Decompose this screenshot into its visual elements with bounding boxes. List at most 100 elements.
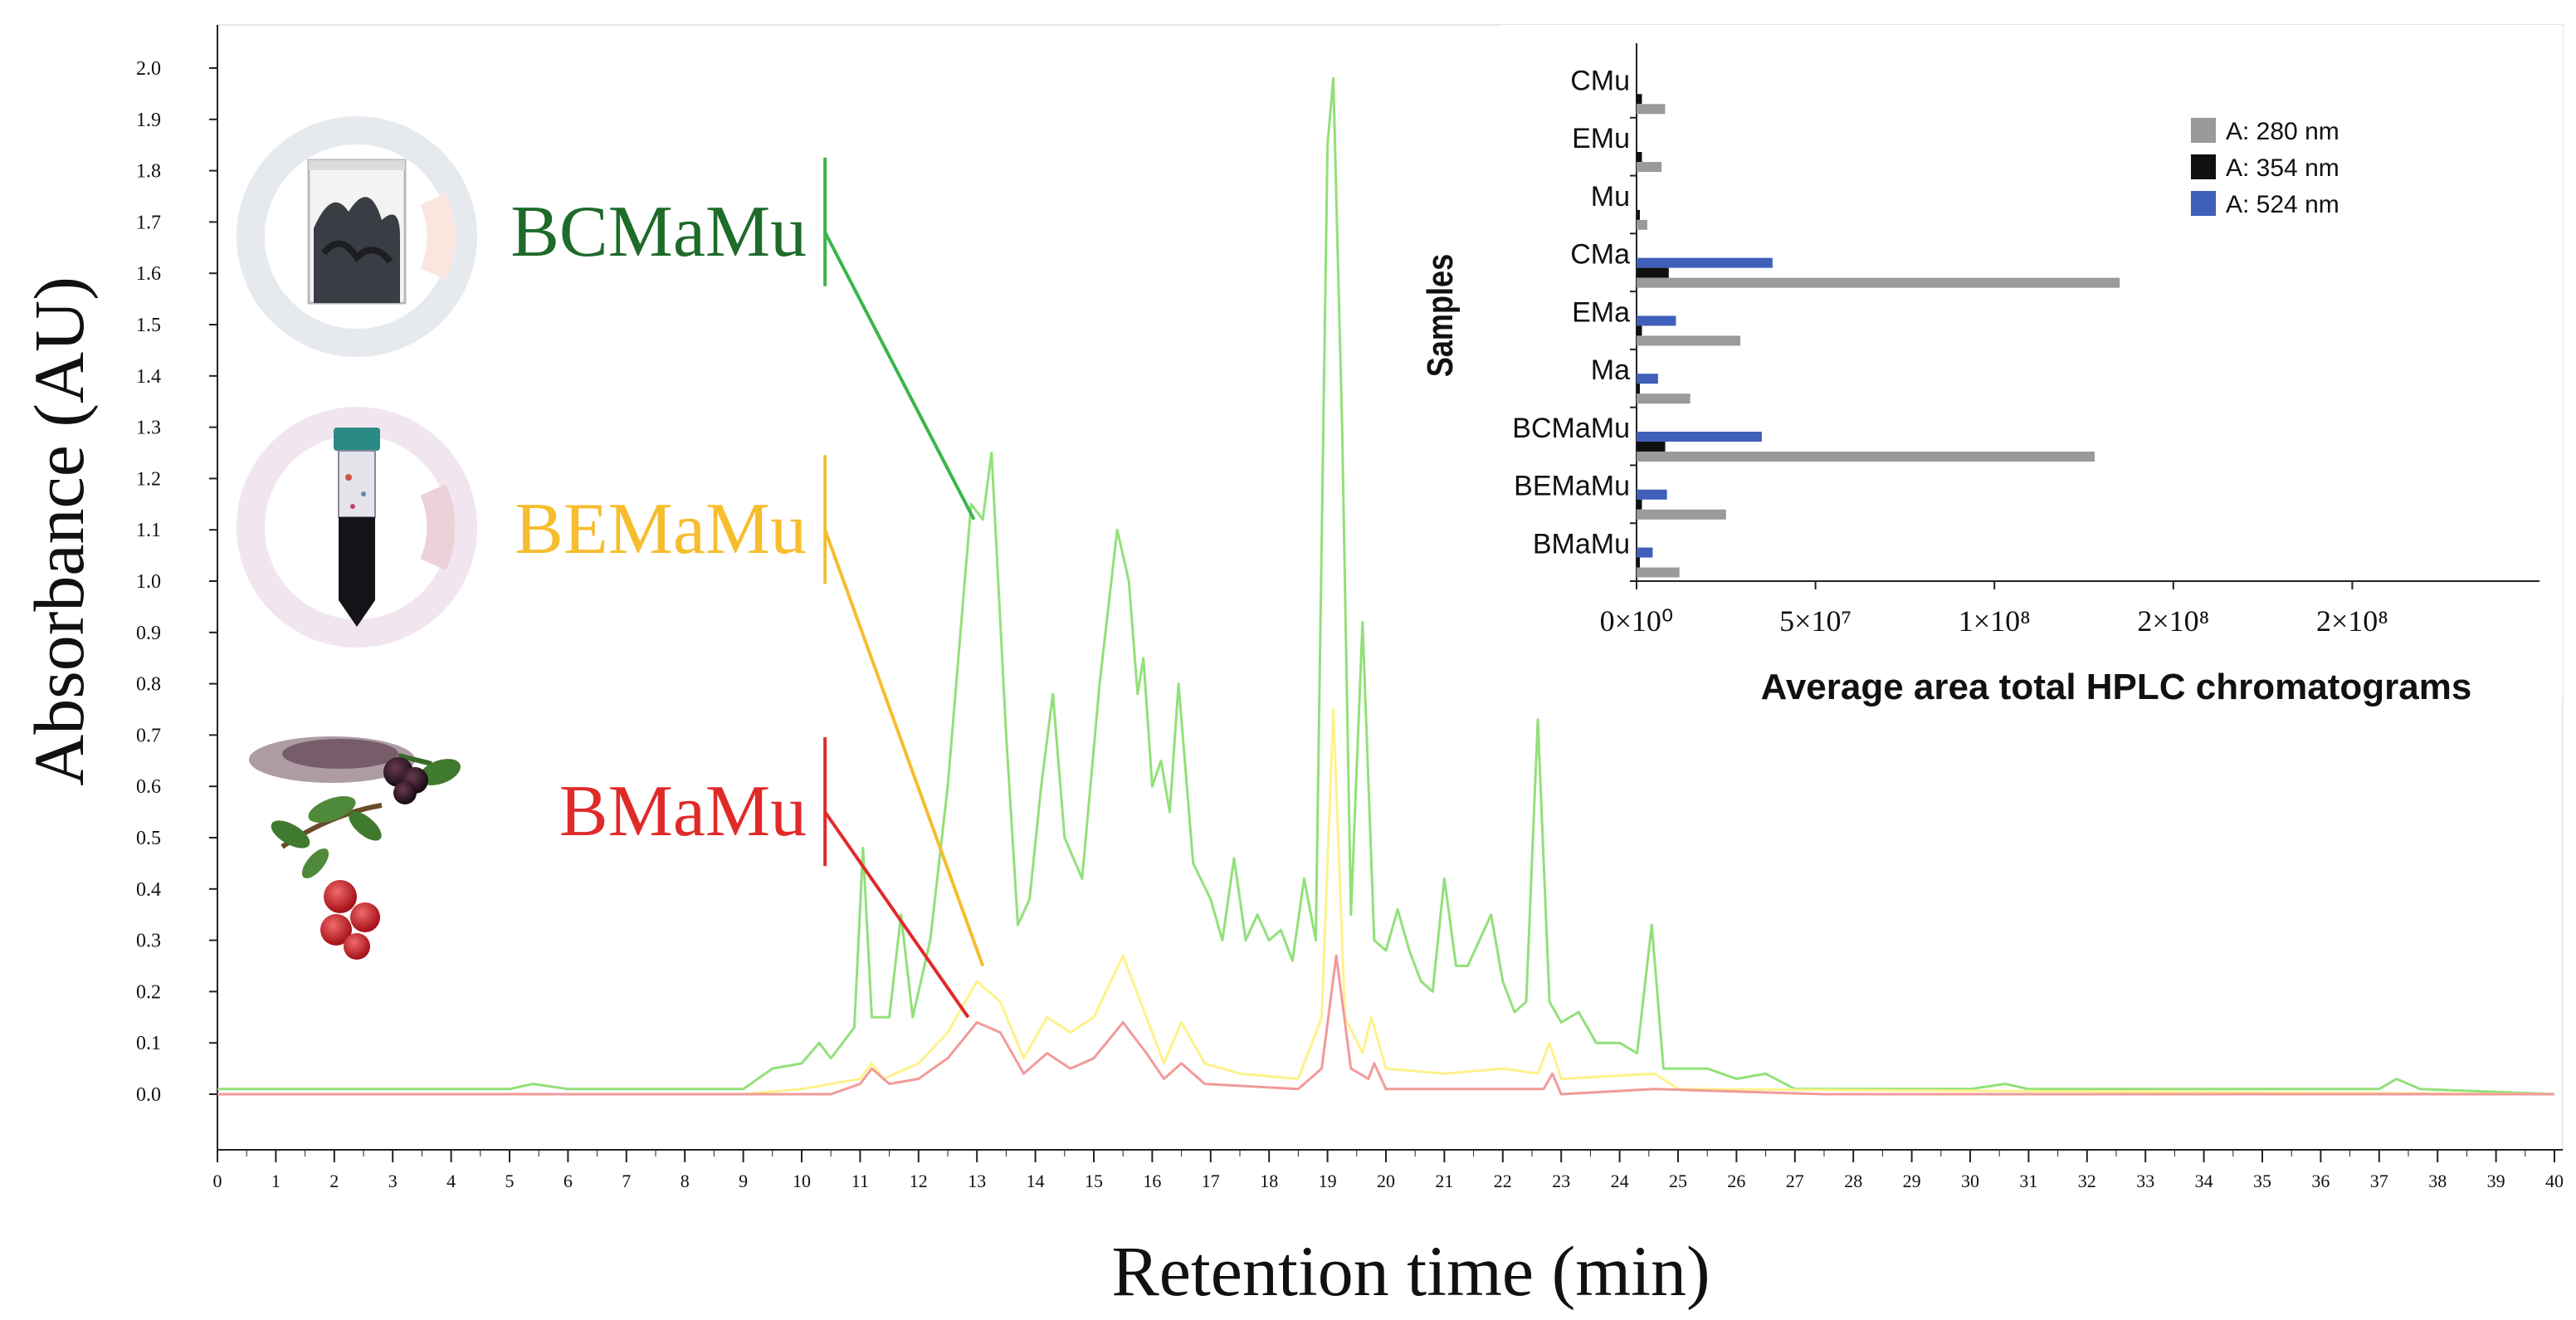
x-tick-label: 11 — [851, 1171, 869, 1191]
x-tick-label: 30 — [1961, 1171, 1979, 1191]
main-y-ticks: 0.0 0.1 0.2 0.3 0.4 0.5 0.6 0.7 0.8 0.9 1.0 1.1 1.2 1… — [136, 58, 217, 1106]
inset-category-label: Mu — [1591, 181, 1630, 213]
x-tick-label: 20 — [1377, 1171, 1395, 1191]
y-tick-label: 1.0 — [136, 571, 161, 593]
y-axis-label: Absorbance (AU) — [19, 276, 99, 786]
y-tick-label: 0.5 — [136, 828, 161, 849]
inset-bar — [1637, 94, 1642, 105]
main-x-ticks: 0 1 2 3 4 5 6 7 8 9 10 11 12 13 14 15 16 17 18 19 20 21 22 23 24… — [213, 1150, 2564, 1191]
legend-swatch — [2191, 118, 2216, 143]
inset-legend: A: 280 nm A: 354 nm A: 524 nm — [2191, 118, 2339, 218]
inset-category-label: EMu — [1572, 123, 1630, 154]
x-tick-label: 36 — [2311, 1171, 2330, 1191]
inset-x-ticks: 0×10⁰ 5×10⁷ 1×10⁸ 2×10⁸ 2×10⁸ — [1600, 581, 2388, 638]
x-tick-label: 32 — [2078, 1171, 2096, 1191]
inset-x-tick-label: 2×10⁸ — [2316, 604, 2388, 638]
x-tick-label: 14 — [1027, 1171, 1045, 1191]
series-label-bcmamu: BCMaMu — [510, 192, 807, 272]
inset-bar — [1637, 567, 1680, 578]
series-line-bmamu — [217, 954, 2554, 1096]
legend-swatch — [2191, 154, 2216, 179]
y-tick-label: 1.9 — [136, 110, 161, 131]
inset-bar — [1637, 557, 1640, 568]
x-tick-label: 29 — [1903, 1171, 1921, 1191]
berries-icon — [249, 736, 461, 960]
inset-x-tick-label: 1×10⁸ — [1959, 604, 2031, 638]
beaker-icon — [237, 116, 477, 357]
y-tick-label: 1.6 — [136, 263, 161, 285]
inset-category-label: EMa — [1572, 296, 1630, 328]
inset-bar — [1637, 499, 1642, 510]
inset-x-tick-label: 5×10⁷ — [1779, 604, 1852, 638]
y-tick-label: 0.4 — [136, 879, 161, 901]
y-tick-label: 0.9 — [136, 623, 161, 644]
x-tick-label: 8 — [681, 1171, 690, 1191]
x-tick-label: 16 — [1143, 1171, 1161, 1191]
inset-bar-chart: CMu EMu Mu CMa EMa Ma BCMaMu BEMaMu BMaMu 0×10⁰ 5… — [1420, 25, 2563, 707]
inset-bar — [1637, 441, 1666, 452]
inset-bar — [1637, 547, 1653, 558]
x-tick-label: 0 — [213, 1171, 222, 1191]
series-pointer-line — [823, 529, 985, 967]
x-tick-label: 1 — [271, 1171, 281, 1191]
x-tick-label: 6 — [564, 1171, 573, 1191]
inset-bar — [1637, 257, 1773, 268]
x-tick-label: 13 — [968, 1171, 986, 1191]
series-line-bemamu — [217, 708, 2555, 1096]
y-tick-label: 0.0 — [136, 1084, 161, 1106]
series-pointer-line — [823, 231, 976, 521]
x-axis-label: Retention time (min) — [1111, 1231, 1710, 1311]
y-tick-label: 1.5 — [136, 315, 161, 336]
inset-bar — [1637, 152, 1642, 163]
x-tick-label: 33 — [2136, 1171, 2154, 1191]
inset-bar — [1637, 451, 2095, 462]
inset-x-tick-label: 0×10⁰ — [1600, 604, 1674, 638]
inset-x-axis-label: Average area total HPLC chromatograms — [1761, 667, 2472, 707]
y-tick-label: 0.3 — [136, 931, 161, 952]
series-label-bmamu: BMaMu — [559, 771, 807, 852]
inset-bar — [1637, 104, 1666, 115]
inset-category-label: BCMaMu — [1512, 413, 1630, 444]
inset-bar — [1637, 277, 2120, 288]
inset-bar — [1637, 267, 1669, 278]
chromatogram-plot: 0.0 0.1 0.2 0.3 0.4 0.5 0.6 0.7 0.8 0.9 1.0 1.1 1.2 1… — [19, 24, 2564, 1311]
inset-bar — [1637, 325, 1642, 336]
series-label-bemamu: BEMaMu — [515, 489, 807, 570]
inset-bars — [1637, 94, 2120, 578]
tube-icon — [237, 407, 477, 648]
y-tick-label: 2.0 — [136, 58, 161, 80]
x-tick-label: 28 — [1844, 1171, 1862, 1191]
x-tick-label: 22 — [1494, 1171, 1512, 1191]
y-tick-label: 1.7 — [136, 212, 161, 233]
x-tick-label: 23 — [1552, 1171, 1570, 1191]
x-tick-label: 4 — [446, 1171, 456, 1191]
inset-bar — [1637, 431, 1762, 442]
inset-category-label: CMa — [1570, 239, 1630, 271]
y-tick-label: 1.8 — [136, 161, 161, 183]
inset-bar — [1637, 315, 1676, 326]
x-tick-label: 37 — [2370, 1171, 2388, 1191]
y-tick-label: 1.1 — [136, 520, 161, 541]
series-labels: BCMaMu BEMaMu BMaMu — [510, 157, 985, 1019]
x-tick-label: 10 — [793, 1171, 811, 1191]
x-tick-label: 26 — [1727, 1171, 1745, 1191]
inset-category-label: BMaMu — [1533, 529, 1630, 560]
inset-y-axis-label: Samples — [1420, 254, 1461, 377]
x-tick-label: 19 — [1319, 1171, 1337, 1191]
x-tick-label: 15 — [1085, 1171, 1103, 1191]
x-tick-label: 34 — [2195, 1171, 2213, 1191]
x-tick-label: 39 — [2487, 1171, 2505, 1191]
legend-swatch — [2191, 191, 2216, 216]
x-tick-label: 17 — [1202, 1171, 1220, 1191]
y-tick-label: 1.3 — [136, 418, 161, 439]
y-tick-label: 0.2 — [136, 981, 161, 1003]
legend-label: A: 280 nm — [2226, 118, 2339, 145]
inset-bar — [1637, 335, 1741, 346]
inset-bar — [1637, 489, 1667, 500]
inset-category-label: CMu — [1570, 65, 1630, 96]
x-tick-label: 40 — [2545, 1171, 2564, 1191]
x-tick-label: 3 — [388, 1171, 398, 1191]
series-pointer-line — [823, 810, 970, 1019]
legend-label: A: 354 nm — [2226, 154, 2339, 182]
